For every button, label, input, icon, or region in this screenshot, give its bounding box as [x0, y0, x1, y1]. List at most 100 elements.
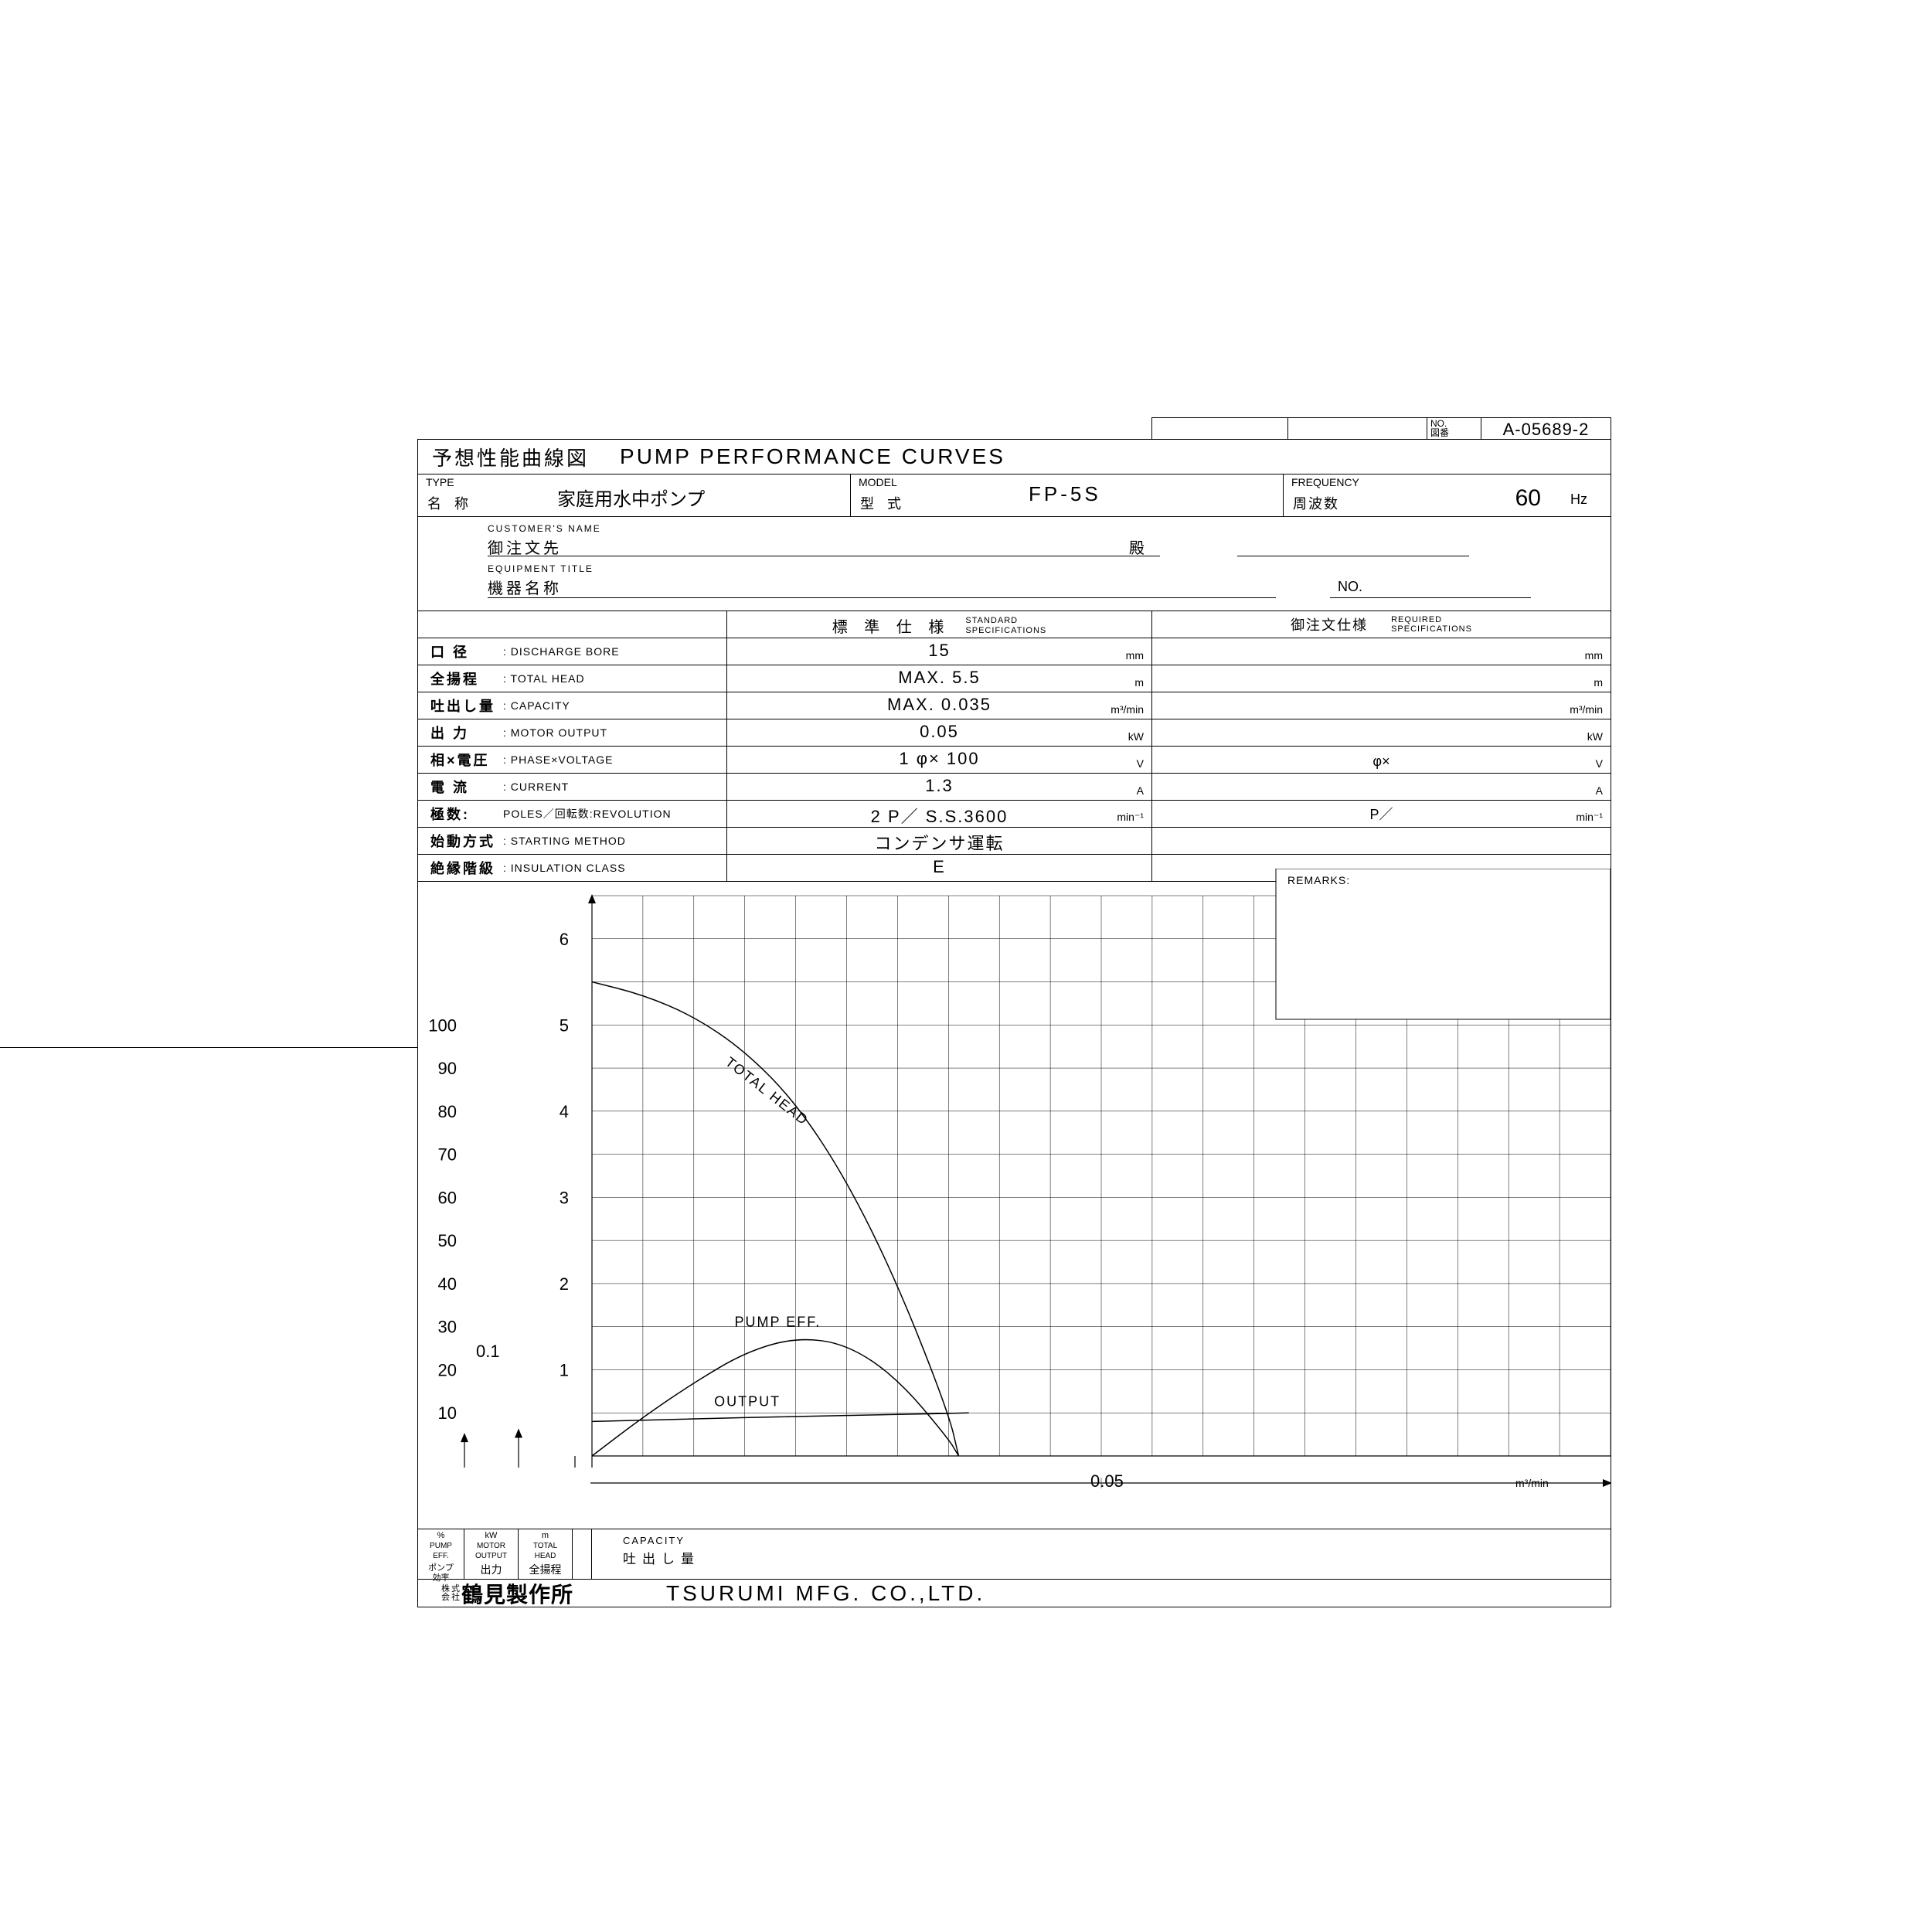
spec-en: : DISCHARGE BORE — [503, 645, 620, 658]
spec-row: 始動方式 : STARTING METHOD コンデンサ運転 — [418, 828, 1611, 855]
svg-text:10: 10 — [438, 1403, 457, 1423]
cust-honorific: 殿 — [1129, 536, 1145, 558]
spec-req: m — [1152, 665, 1611, 692]
bs-capacity: CAPACITY 吐出し量 — [592, 1529, 1611, 1579]
chart-area: REMARKS: 123456 102030405060708090100 TO… — [418, 869, 1611, 1529]
bottom-strip: % PUMPEFF. ポンプ効率 kW MOTOROUTPUT 出力 m TOT… — [418, 1529, 1611, 1580]
svg-text:20: 20 — [438, 1360, 457, 1379]
svg-text:70: 70 — [438, 1145, 457, 1165]
svg-text:60: 60 — [438, 1188, 457, 1207]
spec-unit: m³/min — [1111, 703, 1144, 716]
spec-std-jp: 標 準 仕 様 — [832, 614, 951, 637]
remarks-label: REMARKS: — [1287, 874, 1350, 886]
bs-eff-en: PUMPEFF. — [430, 1542, 452, 1560]
hdr-type-jp: 名 称 — [427, 493, 473, 513]
spec-jp: 始動方式 — [430, 831, 492, 851]
spec-en: POLES／回転数:REVOLUTION — [503, 806, 672, 821]
spec-unit: kW — [1128, 730, 1144, 743]
equip-jp: 機器名称 — [488, 576, 562, 598]
curve-label-out: OUTPUT — [714, 1393, 781, 1409]
spec-en: : CURRENT — [503, 781, 569, 793]
chart-svg: REMARKS: 123456 102030405060708090100 TO… — [418, 869, 1611, 1529]
hdr-type-val: 家庭用水中ポンプ — [557, 484, 705, 511]
spec-unit: mm — [1126, 649, 1144, 662]
bs-m-en: TOTALHEAD — [533, 1542, 557, 1560]
spec-req-jp: 御注文仕様 — [1291, 614, 1368, 634]
footer-jp: 鶴見製作所 — [461, 1578, 573, 1609]
bs-gap — [573, 1529, 592, 1579]
top-empty-1 — [1151, 417, 1288, 439]
curve-label-eff: PUMP EFF. — [735, 1315, 821, 1330]
svg-text:90: 90 — [438, 1059, 457, 1078]
spec-std-en: STANDARDSPECIFICATIONS — [965, 616, 1046, 634]
hdr-freq-en: FREQUENCY — [1291, 476, 1359, 488]
svg-text:3: 3 — [560, 1188, 569, 1207]
top-empty-2 — [1288, 417, 1427, 439]
bs-kw: kW MOTOROUTPUT 出力 — [464, 1529, 519, 1579]
hdr-model: MODEL 型 式 FP-5S — [851, 474, 1284, 516]
footer-en: TSURUMI MFG. CO.,LTD. — [666, 1581, 985, 1606]
hdr-model-en: MODEL — [859, 476, 897, 488]
kw-tick: 0.1 — [476, 1342, 500, 1361]
spec-unit: m — [1134, 676, 1144, 689]
bs-kw-unit: kW — [485, 1531, 498, 1540]
spec-std: MAX. 5.5m — [727, 665, 1152, 692]
spec-en: : STARTING METHOD — [503, 835, 626, 847]
svg-text:100: 100 — [428, 1015, 457, 1035]
title-jp: 予想性能曲線図 — [432, 443, 589, 471]
hdr-model-jp: 型 式 — [860, 493, 906, 513]
spec-req: m³/min — [1152, 692, 1611, 719]
sheet: NO. 図番 A-05689-2 予想性能曲線図 PUMP PERFORMANC… — [417, 417, 1611, 1607]
spec-req: mm — [1152, 638, 1611, 665]
spec-en: : PHASE×VOLTAGE — [503, 753, 613, 766]
svg-text:2: 2 — [560, 1274, 569, 1294]
bs-kw-jp: 出力 — [466, 1563, 516, 1577]
cust-name-jp: 御注文先 — [488, 536, 562, 558]
spec-en: : MOTOR OUTPUT — [503, 726, 607, 739]
title-en: PUMP PERFORMANCE CURVES — [620, 444, 1005, 469]
spec-en: : TOTAL HEAD — [503, 672, 585, 685]
cust-line-4 — [1330, 597, 1531, 598]
spec-req: A — [1152, 774, 1611, 800]
spec-std: コンデンサ運転 — [727, 828, 1152, 854]
svg-text:80: 80 — [438, 1102, 457, 1121]
spec-jp: 相×電圧 — [430, 750, 492, 770]
spec-row: 口 径: DISCHARGE BORE15mmmm — [418, 638, 1611, 665]
spec-row: 全揚程: TOTAL HEADMAX. 5.5mm — [418, 665, 1611, 692]
spec-jp: 極数: — [430, 804, 492, 824]
hdr-freq-val: 60 — [1515, 485, 1541, 512]
spec-std: 0.05kW — [727, 719, 1152, 746]
svg-text:30: 30 — [438, 1318, 457, 1337]
main-box: 予想性能曲線図 PUMP PERFORMANCE CURVES TYPE 名 称… — [417, 439, 1611, 1607]
spec-row: 相×電圧: PHASE×VOLTAGE1 φ× 100Vφ×V — [418, 747, 1611, 774]
spec-unit: A — [1137, 784, 1144, 797]
spec-header: 標 準 仕 様 STANDARDSPECIFICATIONS 御注文仕様 REQ… — [418, 611, 1611, 638]
bs-kw-en: MOTOROUTPUT — [475, 1542, 507, 1560]
spec-std: 1.3A — [727, 774, 1152, 800]
equip-en: EQUIPMENT TITLE — [488, 563, 594, 574]
curve-label-head: TOTAL HEAD — [723, 1054, 811, 1128]
svg-text:6: 6 — [560, 930, 569, 949]
bs-m-unit: m — [542, 1531, 549, 1540]
doc-no-jp: 図番 — [1430, 427, 1449, 438]
spec-jp: 吐出し量 — [430, 696, 492, 716]
spec-unit: V — [1137, 757, 1144, 770]
cust-name-en: CUSTOMER'S NAME — [488, 523, 601, 534]
spec-en: : CAPACITY — [503, 699, 570, 712]
doc-no-label: NO. 図番 — [1427, 417, 1481, 439]
customer-block: CUSTOMER'S NAME 御注文先 殿 EQUIPMENT TITLE 機… — [418, 517, 1611, 611]
spec-req — [1152, 828, 1611, 854]
svg-text:40: 40 — [438, 1274, 457, 1294]
spec-jp: 出 力 — [430, 723, 492, 743]
bs-m: m TOTALHEAD 全揚程 — [519, 1529, 573, 1579]
spec-rows: 口 径: DISCHARGE BORE15mmmm全揚程: TOTAL HEAD… — [418, 638, 1611, 882]
spec-row: 極数:POLES／回転数:REVOLUTION2 P／ S.S.3600min⁻… — [418, 801, 1611, 828]
doc-no-value: A-05689-2 — [1481, 417, 1611, 439]
spec-req: kW — [1152, 719, 1611, 746]
bs-cap-jp: 吐出し量 — [623, 1552, 700, 1566]
page-side-rule — [0, 1047, 417, 1048]
spec-row: 吐出し量: CAPACITYMAX. 0.035m³/minm³/min — [418, 692, 1611, 719]
spec-std: 1 φ× 100V — [727, 747, 1152, 773]
svg-text:4: 4 — [560, 1102, 569, 1121]
bs-m-jp: 全揚程 — [520, 1563, 570, 1577]
